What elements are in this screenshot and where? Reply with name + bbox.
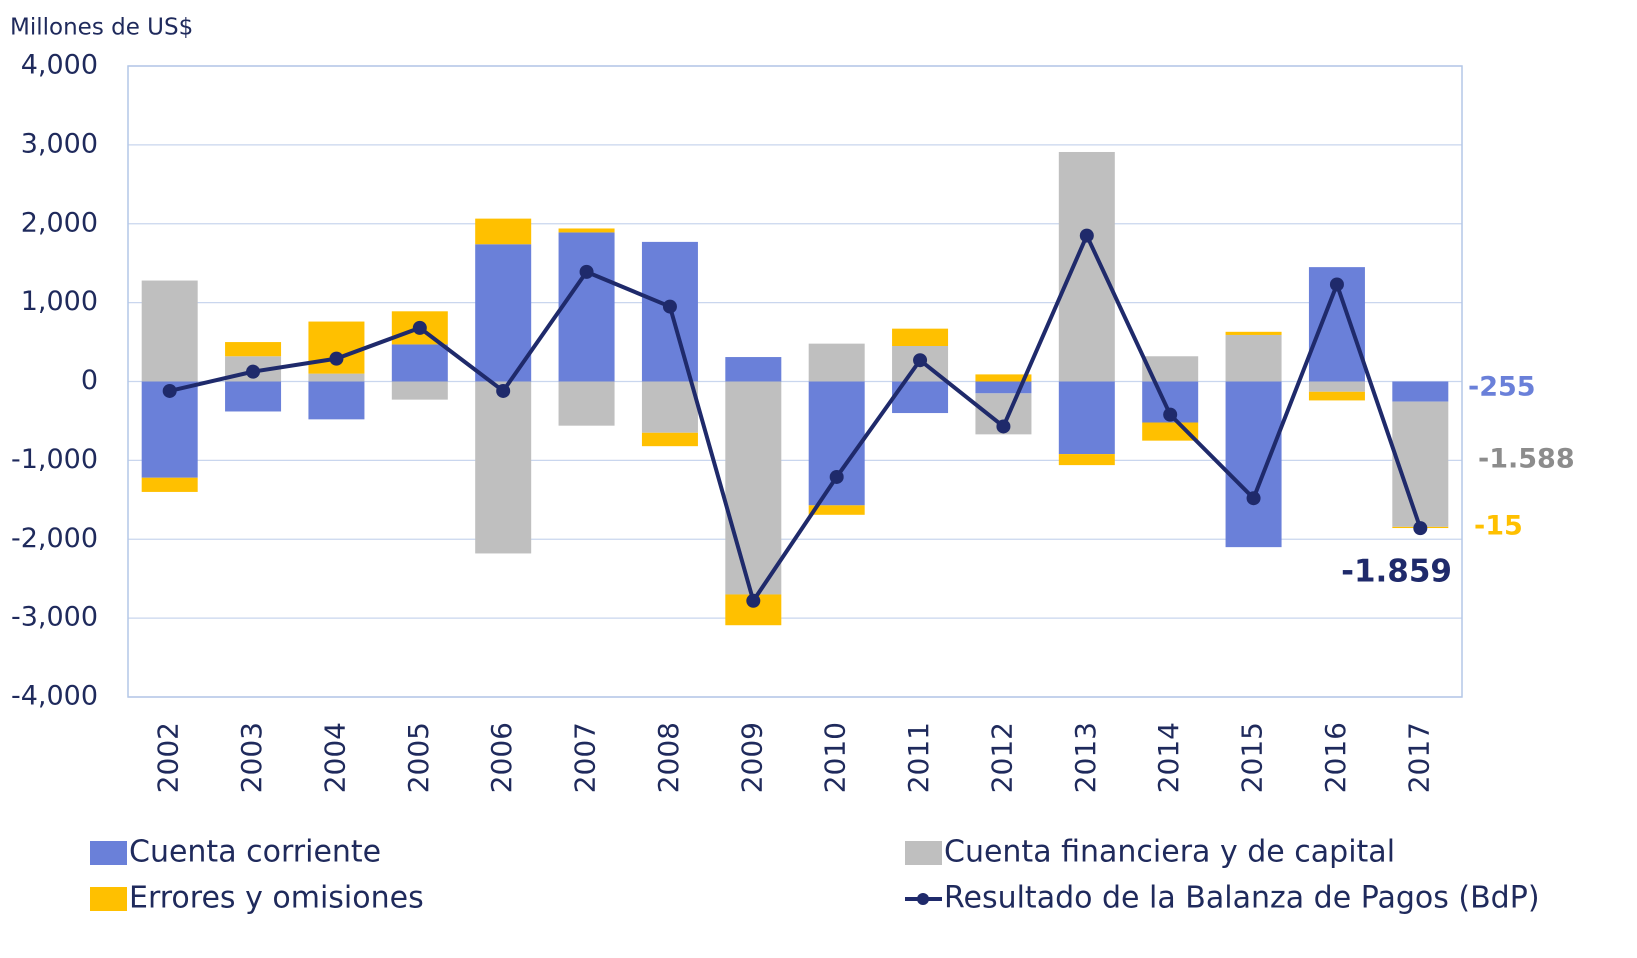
line-marker xyxy=(329,351,344,366)
y-tick-label: 3,000 xyxy=(21,128,98,159)
y-tick-label: -3,000 xyxy=(11,602,98,633)
x-tick-label: 2015 xyxy=(1236,722,1269,793)
x-tick-label: 2008 xyxy=(652,722,685,793)
bar xyxy=(1225,381,1282,548)
bar xyxy=(725,357,782,382)
bar xyxy=(558,381,615,426)
x-tick-label: 2012 xyxy=(985,722,1018,793)
data-label: -15 xyxy=(1474,511,1523,542)
bar xyxy=(475,381,532,554)
bar xyxy=(1225,331,1282,335)
x-tick-label: 2014 xyxy=(1152,722,1185,793)
line-marker xyxy=(412,320,427,335)
bar xyxy=(308,321,365,374)
x-tick-label: 2005 xyxy=(402,722,435,793)
bar xyxy=(808,343,865,382)
line-marker xyxy=(996,419,1011,434)
bar xyxy=(558,232,615,382)
bar xyxy=(1058,381,1115,455)
bar xyxy=(308,381,365,420)
bar xyxy=(141,280,198,382)
bar xyxy=(808,505,865,515)
y-tick-label: -1,000 xyxy=(11,444,98,475)
x-tick-label: 2013 xyxy=(1069,722,1102,793)
line-marker xyxy=(579,264,594,279)
bar xyxy=(475,218,532,245)
bar xyxy=(391,381,448,400)
data-label: -1.859 xyxy=(1341,554,1452,590)
bar xyxy=(975,374,1032,382)
bar xyxy=(391,344,448,382)
x-tick-label: 2002 xyxy=(152,722,185,793)
bar xyxy=(892,328,949,347)
y-tick-label: -2,000 xyxy=(11,523,98,554)
bar xyxy=(1308,391,1365,401)
bar xyxy=(1392,381,1449,402)
legend-label: Cuenta financiera y de capital xyxy=(944,835,1395,870)
line-marker xyxy=(496,383,511,398)
y-axis-unit: Millones de US$ xyxy=(10,15,193,41)
bar xyxy=(558,228,615,233)
line-marker xyxy=(1246,491,1261,506)
x-tick-label: 2016 xyxy=(1319,722,1352,793)
x-tick-label: 2004 xyxy=(318,722,351,793)
legend-label: Errores y omisiones xyxy=(129,881,424,916)
data-label: -255 xyxy=(1468,372,1536,403)
bar xyxy=(641,381,698,433)
bar xyxy=(808,381,865,506)
bar xyxy=(308,373,365,382)
y-tick-label: -4,000 xyxy=(11,681,98,712)
bar xyxy=(1308,381,1365,392)
bar xyxy=(641,432,698,447)
line-marker xyxy=(746,593,761,608)
y-tick-label: 0 xyxy=(81,365,98,396)
x-tick-label: 2010 xyxy=(819,722,852,793)
line-marker xyxy=(1413,521,1428,536)
legend-label: Cuenta corriente xyxy=(129,835,381,870)
legend-swatch xyxy=(90,887,127,911)
bar xyxy=(225,342,282,357)
bar xyxy=(141,477,198,492)
legend-swatch xyxy=(917,893,929,905)
line xyxy=(169,230,1423,606)
bar xyxy=(725,381,782,595)
legend-label: Resultado de la Balanza de Pagos (BdP) xyxy=(944,881,1540,916)
y-tick-label: 4,000 xyxy=(21,50,98,81)
bar xyxy=(1392,401,1449,527)
line-marker xyxy=(1079,228,1094,243)
y-tick-label: 2,000 xyxy=(21,207,98,238)
x-tick-label: 2011 xyxy=(902,722,935,793)
line-marker xyxy=(829,469,844,484)
line-marker xyxy=(662,299,677,314)
bar xyxy=(1058,454,1115,466)
y-tick-label: 1,000 xyxy=(21,286,98,317)
bar xyxy=(975,381,1032,394)
bar xyxy=(1225,334,1282,382)
line-marker xyxy=(162,383,177,398)
plot-border xyxy=(127,65,1463,698)
x-tick-label: 2006 xyxy=(485,722,518,793)
bar xyxy=(475,244,532,382)
x-tick-label: 2009 xyxy=(735,722,768,793)
x-tick-label: 2007 xyxy=(569,722,602,793)
legend-swatch xyxy=(905,841,942,865)
bar xyxy=(1058,151,1115,382)
legend-swatch xyxy=(90,841,127,865)
x-tick-label: 2017 xyxy=(1402,722,1435,793)
line-marker xyxy=(1163,407,1178,422)
x-tick-label: 2003 xyxy=(235,722,268,793)
bar xyxy=(225,381,282,412)
data-label: -1.588 xyxy=(1478,444,1575,475)
line-marker xyxy=(246,364,261,379)
line-marker xyxy=(1329,277,1344,292)
line-marker xyxy=(913,353,928,368)
